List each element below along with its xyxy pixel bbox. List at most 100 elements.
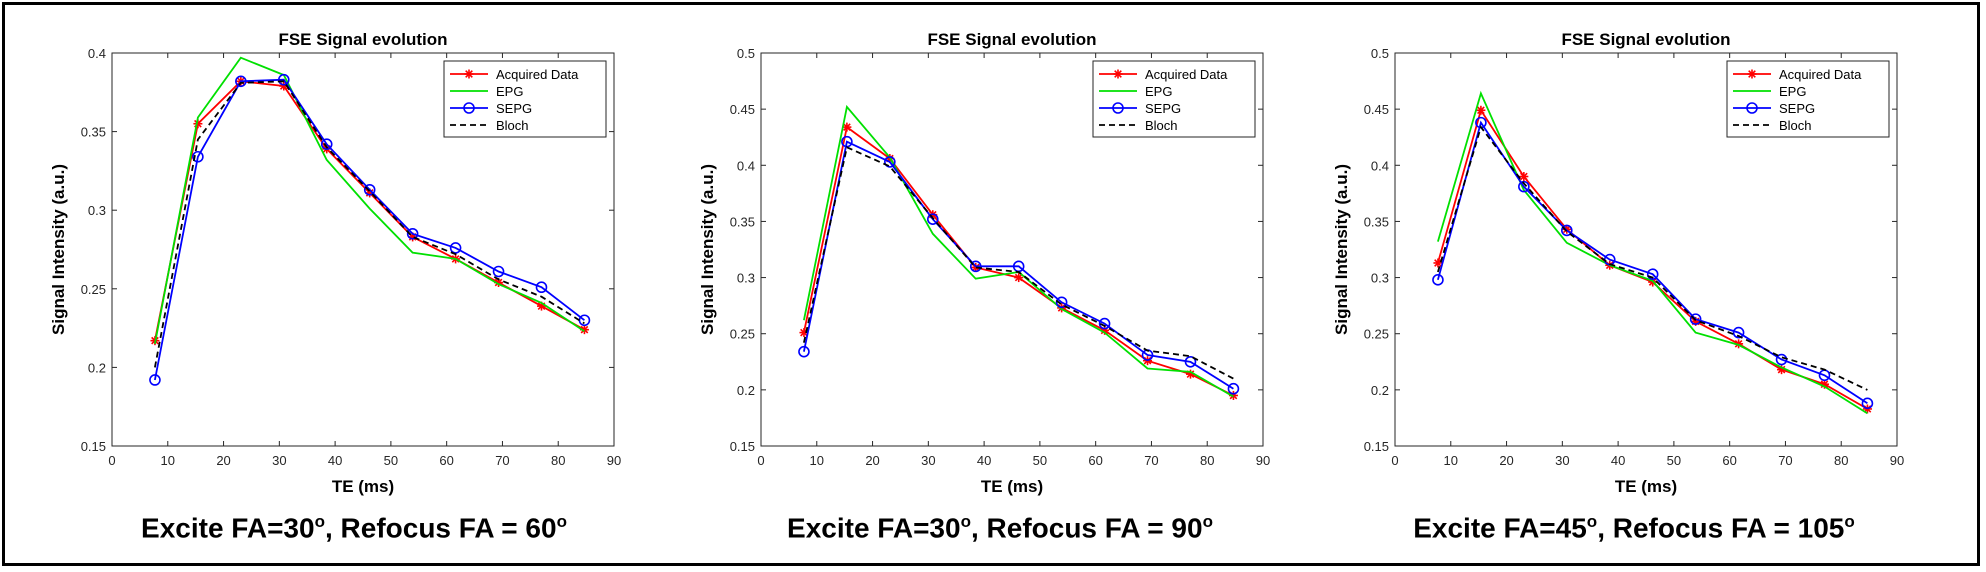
caption-3-sup1: o <box>1586 512 1598 531</box>
x-tick-label: 0 <box>1391 453 1398 468</box>
data-point-sepg <box>1227 382 1240 395</box>
caption-2-middle: , Refocus FA = 90 <box>970 512 1203 544</box>
caption-3: Excite FA=45o, Refocus FA = 105o <box>1354 512 1914 544</box>
y-tick-label: 0.3 <box>737 271 755 286</box>
caption-2-sup1: o <box>960 512 971 531</box>
data-point-sepg <box>363 183 376 196</box>
caption-2: Excite FA=30o, Refocus FA = 90o <box>720 512 1280 544</box>
chart-title: FSE Signal evolution <box>278 30 447 49</box>
x-tick-label: 40 <box>328 453 342 468</box>
data-point-sepg <box>1184 355 1197 368</box>
y-tick-label: 0.2 <box>737 383 755 398</box>
caption-2-prefix: Excite FA=30 <box>787 512 961 544</box>
y-tick-label: 0.45 <box>730 102 755 117</box>
x-tick-label: 40 <box>977 453 991 468</box>
data-point-sepg <box>926 213 939 225</box>
y-tick-label: 0.5 <box>737 46 755 61</box>
chart-3: 0 10 20 30 40 50 60 70 80 90 0.15 0.2 0.25 0.3 0.35 0.4… <box>1332 30 1904 496</box>
y-tick-label: 0.15 <box>81 439 106 454</box>
y-tick-label: 0.45 <box>1364 102 1389 117</box>
data-point-sepg <box>1560 224 1573 237</box>
x-tick-label: 70 <box>1144 453 1158 468</box>
caption-3-prefix: Excite FA=45 <box>1413 512 1587 544</box>
x-tick-label: 50 <box>1033 453 1047 468</box>
data-point-sepg <box>1055 296 1068 309</box>
x-tick-label: 0 <box>757 453 764 468</box>
y-tick-label: 0.4 <box>88 46 106 61</box>
data-point-sepg <box>235 75 247 88</box>
caption-2-sup2: o <box>1202 512 1213 531</box>
legend-marker <box>464 69 474 79</box>
x-tick-label: 30 <box>1555 453 1569 468</box>
x-tick-label: 10 <box>161 453 175 468</box>
x-tick-label: 60 <box>1088 453 1102 468</box>
legend-marker <box>1112 102 1124 114</box>
data-point-acquired <box>1476 105 1486 115</box>
y-tick-label: 0.25 <box>730 327 755 342</box>
legend-marker <box>463 102 475 114</box>
x-tick-label: 60 <box>439 453 453 468</box>
x-tick-label: 90 <box>1256 453 1270 468</box>
x-axis-label: TE (ms) <box>332 477 394 496</box>
data-point-sepg <box>1098 317 1111 330</box>
caption-3-sup2: o <box>1844 512 1855 531</box>
data-point-sepg <box>1861 397 1874 410</box>
data-point-sepg <box>492 265 505 278</box>
y-tick-label: 0.3 <box>1371 271 1389 286</box>
data-point-sepg <box>320 138 333 150</box>
x-tick-label: 10 <box>810 453 824 468</box>
x-tick-label: 40 <box>1611 453 1625 468</box>
legend-label: SEPG <box>496 101 532 116</box>
y-tick-label: 0.4 <box>737 158 755 173</box>
y-axis-label: Signal Intensity (a.u.) <box>1332 164 1351 335</box>
series-line-sepg <box>1437 120 1868 405</box>
data-point-acquired <box>1433 258 1443 268</box>
chart-title: FSE Signal evolution <box>927 30 1096 49</box>
data-point-acquired <box>1519 172 1529 182</box>
data-point-acquired <box>1014 273 1024 283</box>
data-point-sepg <box>1432 274 1444 286</box>
series-line-bloch <box>803 146 1234 380</box>
data-point-sepg <box>798 345 810 358</box>
caption-1-sup2: o <box>556 512 567 531</box>
chart-title: FSE Signal evolution <box>1561 30 1730 49</box>
chart-2: 0 10 20 30 40 50 60 70 80 90 0.15 0.2 0.25 0.3 0.35 0.4… <box>698 30 1270 496</box>
series-line-epg <box>154 56 585 344</box>
data-point-acquired <box>842 122 852 132</box>
series-line-bloch <box>1437 125 1868 391</box>
x-tick-label: 0 <box>108 453 115 468</box>
x-tick-label: 60 <box>1722 453 1736 468</box>
legend-label: EPG <box>496 84 523 99</box>
chart-1: 0 10 20 30 40 50 60 70 80 90 0.15 0.2 0.25 0.3 0.35 0.4… <box>49 30 621 496</box>
caption-1: Excite FA=30o, Refocus FA = 60o <box>74 512 634 544</box>
legend: Acquired Data EPG SEPG Bloch <box>1092 60 1256 138</box>
x-tick-label: 20 <box>1499 453 1513 468</box>
y-tick-label: 0.2 <box>1371 383 1389 398</box>
y-tick-label: 0.2 <box>88 360 106 375</box>
legend-label: EPG <box>1779 84 1806 99</box>
legend-label: SEPG <box>1145 101 1181 116</box>
data-point-sepg <box>192 150 204 163</box>
x-tick-label: 70 <box>1778 453 1792 468</box>
y-tick-label: 0.15 <box>730 439 755 454</box>
y-tick-label: 0.35 <box>1364 214 1389 229</box>
data-point-sepg <box>969 260 982 273</box>
data-point-sepg <box>449 242 462 254</box>
data-point-sepg <box>1518 180 1530 193</box>
x-tick-label: 20 <box>865 453 879 468</box>
series-line-sepg <box>803 140 1234 390</box>
x-axis-label: TE (ms) <box>1615 477 1677 496</box>
legend-marker <box>1747 69 1757 79</box>
x-tick-label: 80 <box>551 453 565 468</box>
x-tick-label: 90 <box>1890 453 1904 468</box>
legend-label: Acquired Data <box>496 67 579 82</box>
data-point-sepg <box>277 73 290 86</box>
x-tick-label: 90 <box>607 453 621 468</box>
legend-label: Acquired Data <box>1145 67 1228 82</box>
y-tick-label: 0.35 <box>730 214 755 229</box>
data-point-sepg <box>1646 268 1659 281</box>
y-axis-label: Signal Intensity (a.u.) <box>698 164 717 335</box>
x-tick-label: 30 <box>272 453 286 468</box>
y-axis-label: Signal Intensity (a.u.) <box>49 164 68 335</box>
caption-1-sup1: o <box>314 512 325 531</box>
